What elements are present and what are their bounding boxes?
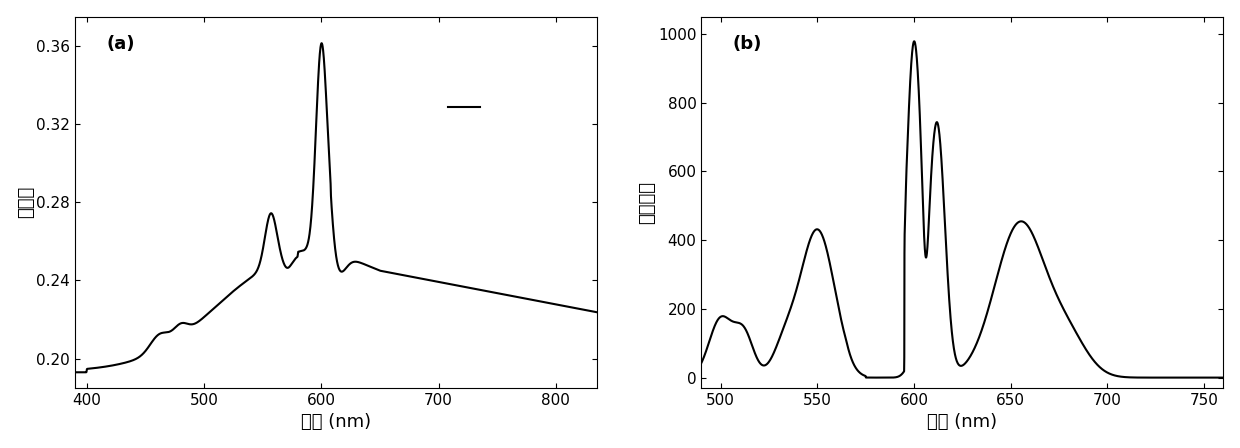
- Text: (a): (a): [107, 35, 135, 53]
- Y-axis label: 荧光强度: 荧光强度: [639, 181, 657, 224]
- X-axis label: 波长 (nm): 波长 (nm): [928, 414, 997, 431]
- Text: (b): (b): [733, 35, 763, 53]
- X-axis label: 波长 (nm): 波长 (nm): [301, 414, 371, 431]
- Y-axis label: 吸光度: 吸光度: [16, 186, 35, 219]
